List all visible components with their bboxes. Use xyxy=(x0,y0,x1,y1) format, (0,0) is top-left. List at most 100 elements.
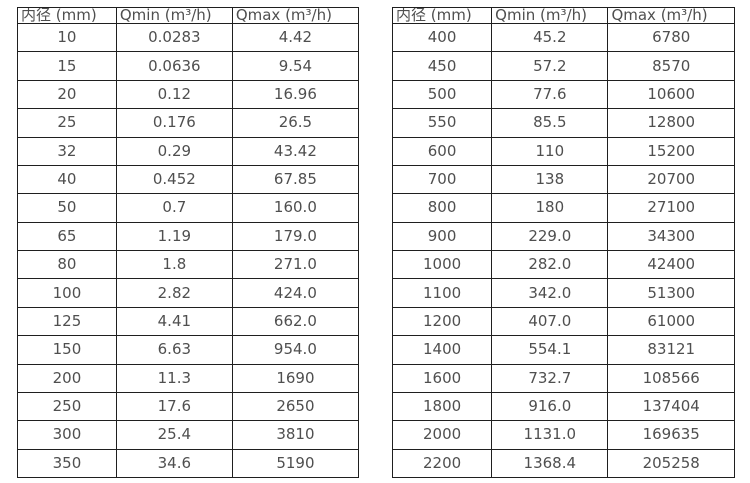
table-row: 700 138 20700 xyxy=(391,164,735,195)
table-cell: 34300 xyxy=(607,221,735,252)
table-cell: 6.63 xyxy=(115,335,233,365)
table-cell: 2200 xyxy=(391,448,493,479)
table-cell: 25.4 xyxy=(115,420,233,450)
table-cell: 0.0283 xyxy=(115,22,233,53)
table-cell: 34.6 xyxy=(115,448,233,479)
table-cell: 1800 xyxy=(391,391,493,422)
table-cell: 0.12 xyxy=(115,79,233,110)
table-cell: 0.29 xyxy=(115,136,233,166)
table-cell: 2.82 xyxy=(115,278,233,308)
table-row: 800 180 27100 xyxy=(391,193,735,223)
table-cell: 150 xyxy=(17,335,117,365)
table-cell: 20700 xyxy=(607,164,735,195)
table-cell: 1400 xyxy=(391,335,493,365)
table-row: 32 0.29 43.42 xyxy=(17,136,360,166)
table-cell: 100 xyxy=(17,278,117,308)
header-qmax: Qmax (m³/h) xyxy=(231,7,360,24)
table-row: 20 0.12 16.96 xyxy=(17,79,360,110)
table-row: 15 0.0636 9.54 xyxy=(17,51,360,81)
table-row: 400 45.2 6780 xyxy=(391,22,735,53)
table-cell: 6780 xyxy=(607,22,735,53)
header-row: 内径 (mm) Qmin (m³/h) Qmax (m³/h) xyxy=(391,7,735,24)
header-qmin: Qmin (m³/h) xyxy=(115,7,233,24)
table-cell: 424.0 xyxy=(231,278,360,308)
table-cell: 137404 xyxy=(607,391,735,422)
header-inner-diameter: 内径 (mm) xyxy=(391,7,493,24)
table-cell: 45.2 xyxy=(491,22,609,53)
table-cell: 11.3 xyxy=(115,363,233,393)
header-qmax: Qmax (m³/h) xyxy=(607,7,735,24)
table-row: 550 85.5 12800 xyxy=(391,108,735,138)
flow-table-large-diameters: 内径 (mm) Qmin (m³/h) Qmax (m³/h) 400 45.2 6… xyxy=(391,7,735,479)
table-cell: 1.8 xyxy=(115,249,233,280)
table-cell: 40 xyxy=(17,164,117,195)
table-cell: 27100 xyxy=(607,193,735,223)
table-cell: 5190 xyxy=(231,448,360,479)
table-cell: 916.0 xyxy=(491,391,609,422)
table-cell: 4.41 xyxy=(115,306,233,337)
table-row: 200 11.3 1690 xyxy=(17,363,360,393)
table-cell: 1.19 xyxy=(115,221,233,252)
table-cell: 2650 xyxy=(231,391,360,422)
table-cell: 407.0 xyxy=(491,306,609,337)
table-cell: 138 xyxy=(491,164,609,195)
table-row: 125 4.41 662.0 xyxy=(17,306,360,337)
table-cell: 15200 xyxy=(607,136,735,166)
table-cell: 50 xyxy=(17,193,117,223)
table-cell: 160.0 xyxy=(231,193,360,223)
table-row: 1100 342.0 51300 xyxy=(391,278,735,308)
header-inner-diameter: 内径 (mm) xyxy=(17,7,117,24)
table-cell: 200 xyxy=(17,363,117,393)
table-row: 150 6.63 954.0 xyxy=(17,335,360,365)
table-cell: 83121 xyxy=(607,335,735,365)
table-cell: 732.7 xyxy=(491,363,609,393)
table-row: 100 2.82 424.0 xyxy=(17,278,360,308)
table-row: 1800 916.0 137404 xyxy=(391,391,735,422)
table-row: 900 229.0 34300 xyxy=(391,221,735,252)
table-row: 1600 732.7 108566 xyxy=(391,363,735,393)
table-row: 2000 1131.0 169635 xyxy=(391,420,735,450)
table-row: 80 1.8 271.0 xyxy=(17,249,360,280)
table-cell: 0.0636 xyxy=(115,51,233,81)
table-cell: 3810 xyxy=(231,420,360,450)
table-cell: 300 xyxy=(17,420,117,450)
table-cell: 205258 xyxy=(607,448,735,479)
table-cell: 10 xyxy=(17,22,117,53)
table-cell: 1100 xyxy=(391,278,493,308)
table-cell: 550 xyxy=(391,108,493,138)
header-row: 内径 (mm) Qmin (m³/h) Qmax (m³/h) xyxy=(17,7,360,24)
table-cell: 2000 xyxy=(391,420,493,450)
table-cell: 1368.4 xyxy=(491,448,609,479)
table-row: 1400 554.1 83121 xyxy=(391,335,735,365)
table-cell: 110 xyxy=(491,136,609,166)
table-cell: 25 xyxy=(17,108,117,138)
table-cell: 77.6 xyxy=(491,79,609,110)
table-row: 600 110 15200 xyxy=(391,136,735,166)
table-row: 250 17.6 2650 xyxy=(17,391,360,422)
table-cell: 57.2 xyxy=(491,51,609,81)
table-row: 2200 1368.4 205258 xyxy=(391,448,735,479)
table-cell: 500 xyxy=(391,79,493,110)
table-cell: 1000 xyxy=(391,249,493,280)
table-cell: 0.452 xyxy=(115,164,233,195)
table-cell: 1690 xyxy=(231,363,360,393)
table-cell: 8570 xyxy=(607,51,735,81)
table-row: 65 1.19 179.0 xyxy=(17,221,360,252)
table-cell: 169635 xyxy=(607,420,735,450)
table-cell: 0.176 xyxy=(115,108,233,138)
table-cell: 954.0 xyxy=(231,335,360,365)
table-row: 25 0.176 26.5 xyxy=(17,108,360,138)
table-row: 1200 407.0 61000 xyxy=(391,306,735,337)
table-cell: 0.7 xyxy=(115,193,233,223)
table-cell: 400 xyxy=(391,22,493,53)
table-cell: 271.0 xyxy=(231,249,360,280)
table-cell: 108566 xyxy=(607,363,735,393)
table-header: 内径 (mm) Qmin (m³/h) Qmax (m³/h) xyxy=(17,7,360,24)
table-cell: 600 xyxy=(391,136,493,166)
table-cell: 1131.0 xyxy=(491,420,609,450)
table-cell: 350 xyxy=(17,448,117,479)
table-cell: 51300 xyxy=(607,278,735,308)
table-cell: 43.42 xyxy=(231,136,360,166)
table-cell: 250 xyxy=(17,391,117,422)
